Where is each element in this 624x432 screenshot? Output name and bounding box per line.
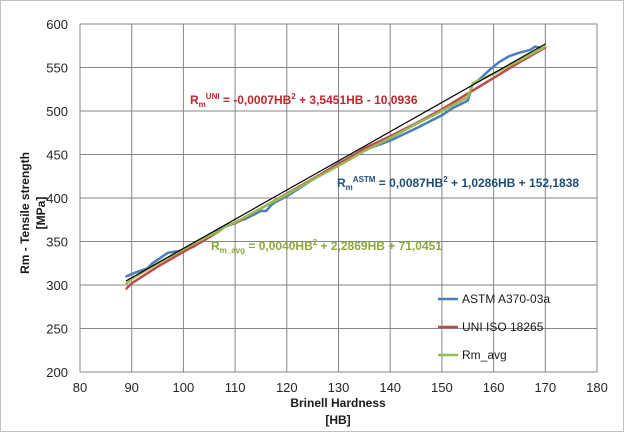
y-tick-label: 350 bbox=[46, 235, 68, 250]
y-tick-label: 200 bbox=[46, 365, 68, 380]
x-tick-label: 90 bbox=[124, 380, 138, 395]
x-tick-label: 120 bbox=[276, 380, 298, 395]
x-tick-label: 140 bbox=[379, 380, 401, 395]
y-tick-label: 500 bbox=[46, 104, 68, 119]
y-tick-label: 450 bbox=[46, 148, 68, 163]
legend-label-uni: UNI ISO 18265 bbox=[462, 320, 544, 334]
series-layer bbox=[125, 43, 547, 290]
y-tick-label: 300 bbox=[46, 278, 68, 293]
equation-avg-text: = 0,0040HB bbox=[245, 239, 313, 253]
x-tick-labels: 80 90 100 110 120 130 140 150 160 170 180 bbox=[73, 380, 608, 395]
x-tick-label: 130 bbox=[328, 380, 350, 395]
y-tick-label: 400 bbox=[46, 191, 68, 206]
x-tick-label: 170 bbox=[534, 380, 556, 395]
equation-avg-tail: + 2,2869HB + 71,0451 bbox=[317, 239, 442, 253]
y-tick-label: 250 bbox=[46, 322, 68, 337]
plot-area-frame bbox=[79, 23, 598, 373]
equation-uni-base: R bbox=[190, 93, 199, 107]
x-axis-unit: [HB] bbox=[325, 413, 350, 427]
equation-uni-sub: m bbox=[199, 100, 206, 109]
equation-uni-sup2: 2 bbox=[291, 92, 296, 101]
equation-uni-sup: UNI bbox=[206, 92, 220, 101]
equation-astm-sup: ASTM bbox=[353, 175, 376, 184]
equation-astm-text: = 0,0087HB bbox=[375, 176, 443, 190]
equation-uni-tail: + 3,5451HB - 10,0936 bbox=[296, 93, 418, 107]
equation-uni: RmUNI = -0,0007HB2 + 3,5451HB - 10,0936 bbox=[190, 92, 418, 109]
equation-astm: RmASTM = 0,0087HB2 + 1,0286HB + 152,1838 bbox=[337, 175, 579, 192]
y-tick-labels: 200 250 300 350 400 450 500 550 600 bbox=[46, 17, 68, 380]
equation-astm-sub: m bbox=[346, 183, 353, 192]
x-tick-label: 100 bbox=[173, 380, 195, 395]
y-tick-label: 600 bbox=[46, 17, 68, 32]
equation-avg-base: R bbox=[211, 239, 220, 253]
x-tick-label: 180 bbox=[586, 380, 608, 395]
y-tick-label: 550 bbox=[46, 61, 68, 76]
legend-label-astm: ASTM A370-03a bbox=[462, 292, 550, 306]
equation-avg-sup2: 2 bbox=[313, 238, 318, 247]
equation-avg: Rm_avg = 0,0040HB2 + 2,2869HB + 71,0451 bbox=[211, 238, 442, 255]
x-axis-title: Brinell Hardness bbox=[290, 396, 386, 410]
trendline bbox=[125, 43, 546, 282]
legend: ASTM A370-03a UNI ISO 18265 Rm_avg bbox=[438, 292, 550, 362]
legend-label-avg: Rm_avg bbox=[462, 348, 507, 362]
equation-astm-tail: + 1,0286HB + 152,1838 bbox=[448, 176, 580, 190]
y-axis-unit: [MPa] bbox=[34, 197, 48, 230]
series-avg-line bbox=[125, 45, 547, 285]
y-axis-title: Rm - Tensile strength bbox=[18, 152, 32, 274]
equation-astm-sup2: 2 bbox=[443, 175, 448, 184]
equation-avg-sub: m_avg bbox=[220, 246, 245, 255]
equation-astm-base: R bbox=[337, 176, 346, 190]
x-tick-label: 80 bbox=[73, 380, 87, 395]
equation-uni-text: = -0,0007HB bbox=[220, 93, 292, 107]
x-tick-label: 160 bbox=[483, 380, 505, 395]
x-tick-label: 150 bbox=[431, 380, 453, 395]
x-tick-label: 110 bbox=[225, 380, 246, 395]
